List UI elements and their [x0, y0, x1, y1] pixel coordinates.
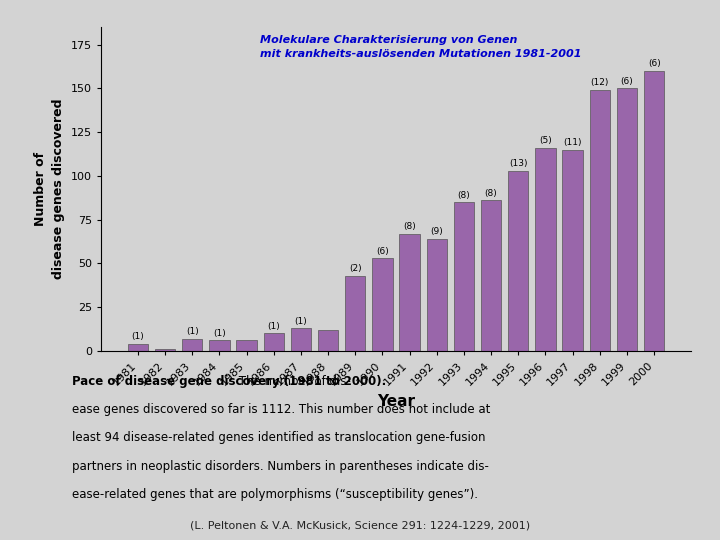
Text: partners in neoplastic disorders. Numbers in parentheses indicate dis-: partners in neoplastic disorders. Number…	[72, 460, 489, 472]
Text: Pace of disease gene discovery (1981 to 2000).: Pace of disease gene discovery (1981 to …	[72, 375, 386, 388]
Text: (13): (13)	[509, 159, 528, 168]
Text: Molekulare Charakterisierung von Genen
mit krankheits-auslösenden Mutationen 198: Molekulare Charakterisierung von Genen m…	[260, 35, 582, 59]
Text: (5): (5)	[539, 136, 552, 145]
Bar	[210, 341, 230, 351]
Text: (1): (1)	[186, 327, 199, 336]
Text: ease-related genes that are polymorphisms (“susceptibility genes”).: ease-related genes that are polymorphism…	[72, 488, 478, 501]
Text: (1): (1)	[294, 316, 307, 326]
Text: (12): (12)	[590, 78, 609, 87]
Text: (2): (2)	[349, 264, 361, 273]
Bar	[562, 150, 582, 351]
Bar	[535, 148, 556, 351]
Bar	[291, 328, 311, 351]
Bar	[644, 71, 665, 351]
Text: (1): (1)	[213, 329, 226, 338]
Text: (8): (8)	[485, 189, 498, 198]
Text: least 94 disease-related genes identified as translocation gene-fusion: least 94 disease-related genes identifie…	[72, 431, 485, 444]
Text: (1): (1)	[267, 322, 280, 331]
Bar	[182, 339, 202, 351]
Text: (8): (8)	[458, 191, 470, 199]
Text: (11): (11)	[563, 138, 582, 147]
Text: (8): (8)	[403, 222, 416, 231]
Bar	[508, 171, 528, 351]
Text: (6): (6)	[648, 59, 660, 68]
Text: ease genes discovered so far is 1112. This number does not include at: ease genes discovered so far is 1112. Th…	[72, 403, 490, 416]
Bar	[127, 344, 148, 351]
Bar	[318, 330, 338, 351]
Bar	[264, 334, 284, 351]
Bar	[372, 258, 392, 351]
Bar	[481, 200, 501, 351]
Bar	[155, 349, 175, 351]
Bar	[426, 239, 447, 351]
Bar	[236, 341, 257, 351]
Text: (L. Peltonen & V.A. McKusick, Science 291: 1224-1229, 2001): (L. Peltonen & V.A. McKusick, Science 29…	[190, 520, 530, 530]
Bar	[590, 90, 610, 351]
Y-axis label: Number of
disease genes discovered: Number of disease genes discovered	[34, 99, 65, 279]
Bar	[400, 234, 420, 351]
Bar	[345, 276, 366, 351]
Text: (1): (1)	[132, 332, 144, 341]
Bar	[617, 89, 637, 351]
Text: (9): (9)	[431, 227, 443, 237]
Bar	[454, 202, 474, 351]
Text: The number of dis-: The number of dis-	[235, 375, 351, 388]
Text: (6): (6)	[621, 77, 634, 86]
Text: (6): (6)	[376, 247, 389, 255]
X-axis label: Year: Year	[377, 394, 415, 409]
